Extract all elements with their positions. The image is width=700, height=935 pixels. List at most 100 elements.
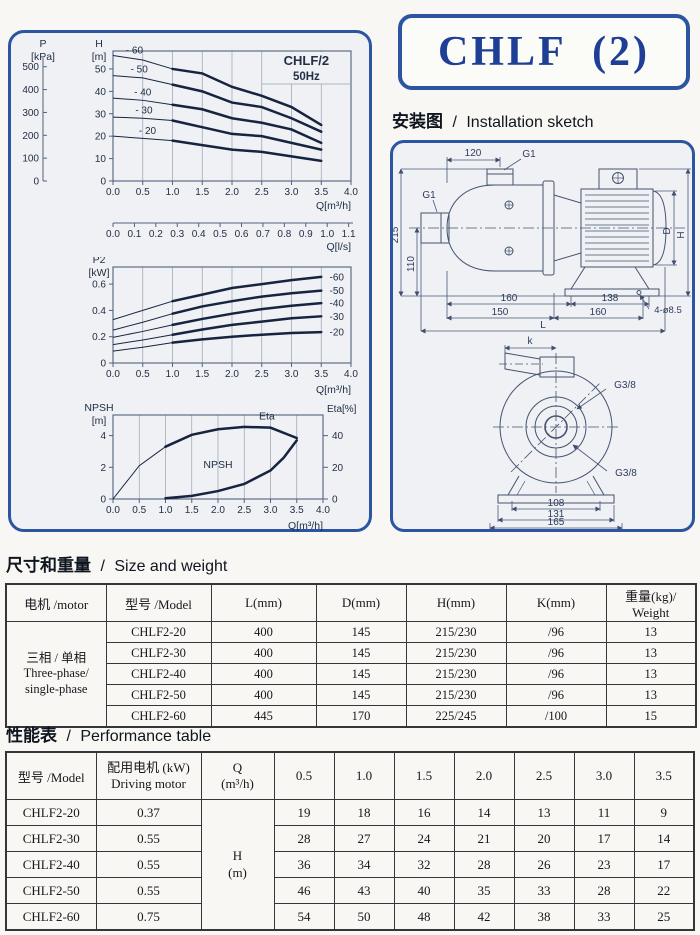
- performance-heading: 性能表 / Performance table: [6, 721, 211, 746]
- perf-cell-head: 18: [333, 799, 395, 826]
- curve-label: - 40: [134, 87, 152, 98]
- perf-cell-head: 13: [513, 799, 575, 826]
- perf-cell-head: 43: [333, 877, 395, 904]
- pump-side-view: [409, 168, 685, 297]
- dim-label: 131: [548, 509, 565, 520]
- chart-text: 0.7: [256, 229, 270, 240]
- chart-text: 40: [332, 431, 344, 442]
- size-weight-table: 电机 /motor 型号 /Model L(mm) D(mm) H(mm) K(mm) 重量…: [5, 583, 697, 728]
- size-cell-D: 170: [315, 705, 407, 728]
- heading-separator: /: [452, 114, 457, 131]
- chart-text: 4: [100, 431, 106, 442]
- perf-cell-model: CHLF2-60: [5, 903, 97, 931]
- chart-text: 100: [22, 154, 39, 165]
- curve-bold--60: [171, 275, 323, 303]
- table-row: CHLF2-40 400 145 215/230/96 13: [6, 663, 697, 685]
- size-column-header: K(mm): [505, 583, 607, 622]
- chart-text: 0.1: [127, 229, 141, 240]
- chart-text: Eta[%]: [327, 404, 357, 415]
- chart-text: 0.3: [170, 229, 184, 240]
- installation-sketch-panel: 120 G1 G1 215 110 160 138 4-ø8.5 150 160…: [390, 140, 695, 532]
- chart-text: 0.0: [106, 369, 120, 380]
- dim-label: 108: [548, 498, 565, 509]
- dim-label: 160: [590, 307, 607, 318]
- size-cell-weight: 13: [605, 663, 697, 685]
- curve-bold--50: [171, 289, 323, 315]
- chart-text: 1.0: [166, 369, 180, 380]
- perf-column-qvalue: 1.5: [393, 751, 455, 800]
- dim-label: 160: [501, 293, 518, 304]
- size-cell-H: 215/230: [405, 684, 507, 706]
- curve-bold--40: [171, 301, 323, 327]
- dim-label: D: [662, 227, 673, 234]
- chart-text: 0: [332, 495, 338, 506]
- chart-text: 2: [100, 463, 106, 474]
- size-table-header: 电机 /motor 型号 /Model L(mm) D(mm) H(mm) K(mm) 重量…: [5, 583, 697, 622]
- perf-cell-head: 14: [633, 825, 695, 852]
- size-cell-L: 400: [210, 621, 317, 643]
- dim-label: 150: [492, 307, 509, 318]
- perf-cell-head: 35: [453, 877, 515, 904]
- chart-text: 0.5: [132, 505, 146, 516]
- perf-cell-head: 32: [393, 851, 455, 878]
- perf-cell-head: 33: [513, 877, 575, 904]
- curve-bold-Eta: [164, 425, 298, 448]
- chart-text: 200: [22, 131, 39, 142]
- size-cell-model: CHLF2-40: [105, 663, 212, 685]
- curve-label: NPSH: [203, 459, 232, 471]
- size-cell-model: CHLF2-60: [105, 705, 212, 728]
- heading-separator: /: [100, 558, 105, 575]
- motor-group-cell: 三相 / 单相 Three-phase/single-phase: [5, 621, 107, 728]
- performance-heading-zh: 性能表: [6, 726, 57, 745]
- chart-text: 3.5: [314, 369, 328, 380]
- chart-text: 1.5: [195, 187, 209, 198]
- chart-text: 0.5: [136, 369, 150, 380]
- model-title-box: CHLF (2): [398, 14, 690, 90]
- perf-cell-head: 11: [573, 799, 635, 826]
- chart-text: 0.2: [149, 229, 163, 240]
- page-title: CHLF (2): [437, 29, 651, 75]
- size-cell-K: /96: [505, 621, 607, 643]
- chart-text: 0.0: [106, 505, 120, 516]
- chart-text: 400: [22, 85, 39, 96]
- size-weight-heading: 尺寸和重量 / Size and weight: [6, 551, 227, 576]
- chart-text: 1.5: [195, 369, 209, 380]
- dim-label: 4-ø8.5: [654, 305, 681, 316]
- curve-label: - 30: [135, 105, 153, 116]
- dim-label: L: [540, 320, 546, 331]
- dim-label: 120: [465, 148, 482, 159]
- perf-column-qvalue: 1.0: [333, 751, 395, 800]
- table-row: CHLF2-20 0.37 H (m) 19 18 16 14 13 11 9: [5, 799, 695, 931]
- chart-text: P: [39, 38, 46, 50]
- size-cell-H: 215/230: [405, 663, 507, 685]
- pump-front-view: [493, 352, 619, 504]
- dim-label: G1: [522, 149, 536, 160]
- chart-text: 0: [100, 495, 106, 506]
- curve-label: - 60: [126, 46, 144, 57]
- chart-text: 4.0: [344, 369, 358, 380]
- curve-bold--30: [171, 315, 323, 336]
- size-column-header: 电机 /motor: [5, 583, 107, 622]
- perf-column-qvalue: 2.5: [513, 751, 575, 800]
- size-cell-H: 215/230: [405, 621, 507, 643]
- curve-label: -50: [329, 286, 344, 297]
- size-cell-model: CHLF2-50: [105, 684, 212, 706]
- installation-heading-zh: 安装图: [392, 112, 443, 131]
- chart-text: 2.5: [237, 505, 251, 516]
- perf-cell-model: CHLF2-20: [5, 799, 97, 826]
- perf-cell-model: CHLF2-30: [5, 825, 97, 852]
- chart-text: 4.0: [316, 505, 330, 516]
- chart-text: 0.6: [235, 229, 249, 240]
- chart-text: 300: [22, 108, 39, 119]
- table-row: CHLF2-30 400 145 215/230/96 13: [6, 642, 697, 664]
- head-unit-cell: H (m): [200, 799, 275, 931]
- perf-cell-head: 26: [513, 851, 575, 878]
- table-row: CHLF2-60 445 170 225/245/100 15: [6, 705, 697, 728]
- table-row: CHLF2-50 400 145 215/230/96 13: [6, 684, 697, 706]
- perf-column-qvalue: 0.5: [273, 751, 335, 800]
- chart-text: 0.4: [92, 306, 106, 317]
- perf-cell-head: 25: [633, 903, 695, 931]
- chart-text: 3.5: [314, 187, 328, 198]
- perf-cell-head: 19: [273, 799, 335, 826]
